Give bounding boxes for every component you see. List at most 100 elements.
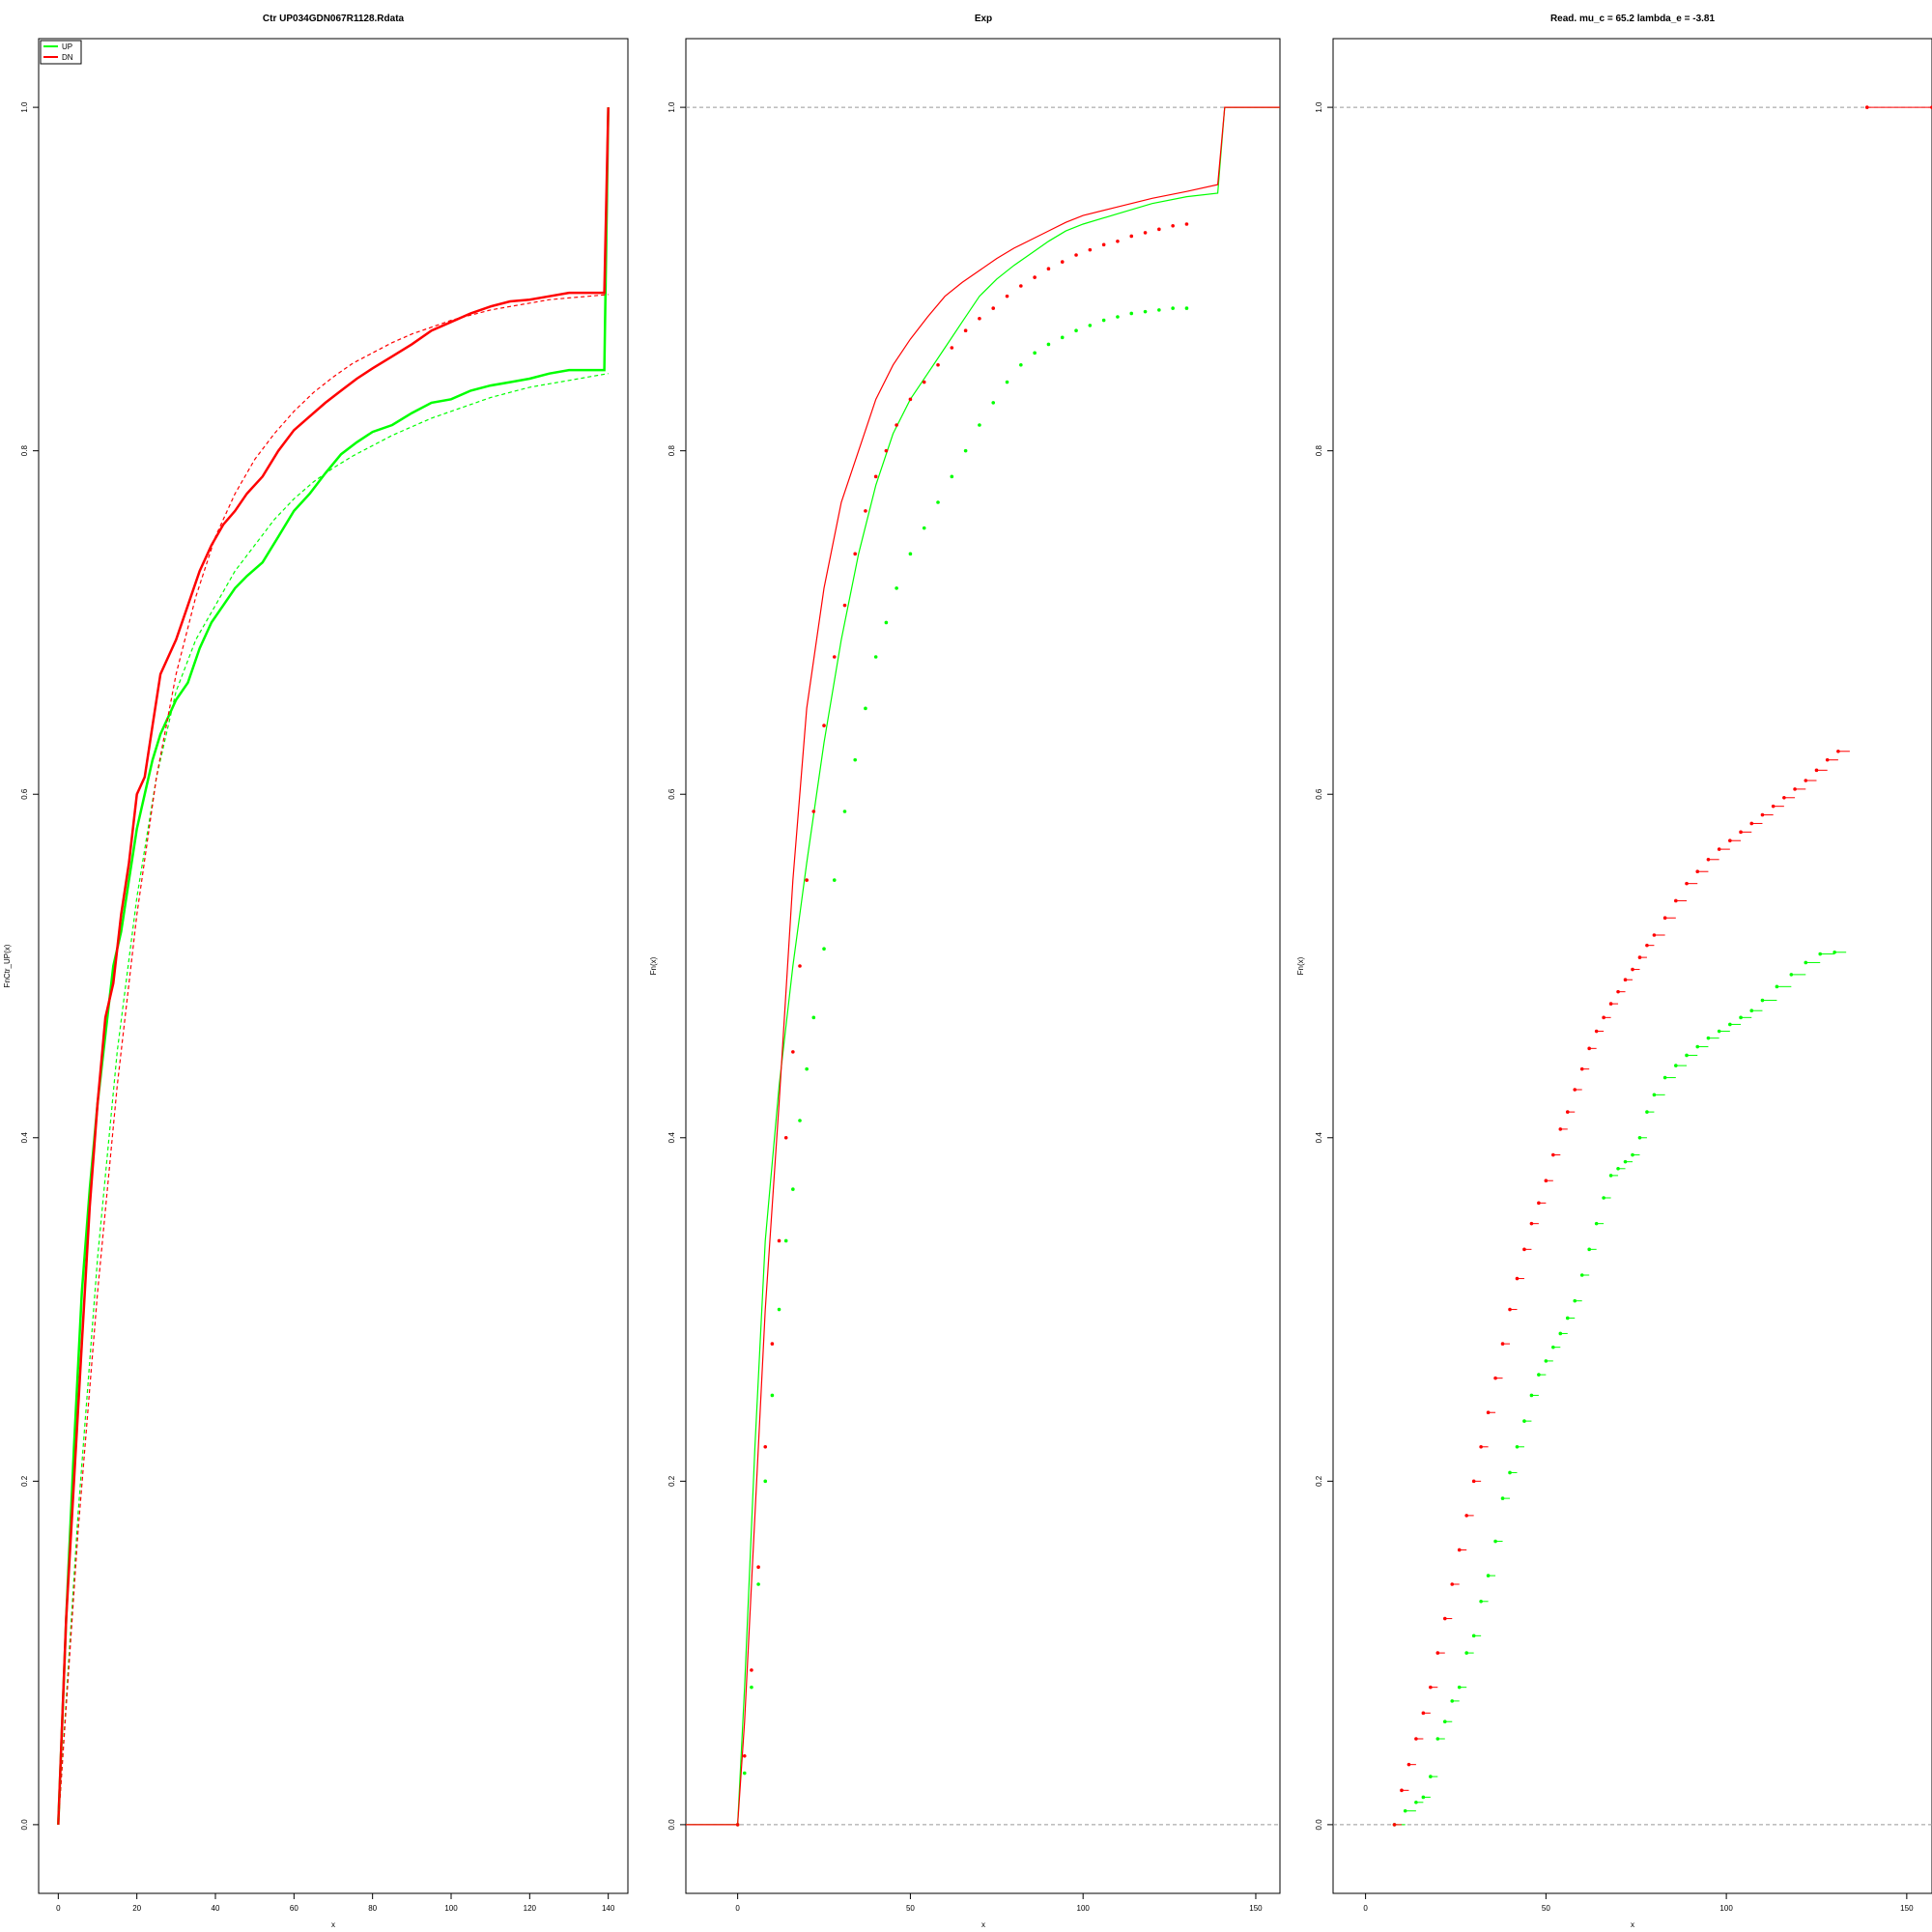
y-tick-label: 0.0 — [1315, 1819, 1323, 1831]
data-point — [735, 1823, 740, 1827]
data-point — [991, 401, 996, 405]
data-point — [1442, 1616, 1447, 1621]
data-point — [791, 1050, 795, 1054]
y-tick-label: 0.6 — [668, 788, 676, 800]
x-tick-label: 50 — [906, 1904, 915, 1913]
data-point — [750, 1685, 753, 1690]
data-point — [798, 1119, 802, 1122]
data-point — [1421, 1711, 1426, 1716]
data-point — [1804, 960, 1808, 965]
data-point — [1515, 1276, 1520, 1281]
y-tick-label: 0.4 — [1315, 1132, 1323, 1144]
data-point — [1392, 1823, 1397, 1827]
legend: UP DN — [40, 40, 82, 65]
data-point — [1749, 821, 1754, 826]
data-point — [1522, 1419, 1526, 1423]
x-tick-label: 80 — [368, 1904, 377, 1913]
data-point — [1450, 1582, 1455, 1586]
data-point — [1706, 857, 1711, 862]
data-point — [1685, 881, 1689, 886]
data-point — [832, 878, 837, 882]
data-point — [1616, 989, 1620, 994]
data-point — [1033, 351, 1037, 355]
panel-read: Read. mu_c = 65.2 lambda_e = -3.81 0 50 10… — [1296, 14, 1932, 1929]
data-point — [1129, 234, 1134, 239]
y-tick-label: 0.2 — [20, 1475, 29, 1487]
data-point — [1184, 222, 1189, 226]
data-point — [1529, 1221, 1534, 1226]
data-point — [1833, 950, 1836, 954]
data-point — [1739, 830, 1743, 835]
data-point — [1551, 1345, 1555, 1350]
data-point — [1587, 1046, 1591, 1051]
data-point — [1775, 984, 1779, 989]
data-point — [1760, 998, 1765, 1003]
data-point — [1143, 231, 1148, 235]
x-tick-label: 100 — [1077, 1904, 1091, 1913]
data-point — [791, 1187, 795, 1191]
data-point — [1825, 757, 1830, 762]
data-point — [1500, 1342, 1505, 1346]
data-point — [1814, 768, 1819, 773]
x-tick-label: 0 — [735, 1904, 740, 1913]
data-point — [1046, 342, 1051, 347]
data-point — [1143, 309, 1148, 314]
data-point — [832, 655, 837, 659]
data-point — [1421, 1795, 1426, 1800]
data-point — [884, 620, 889, 625]
data-point — [742, 1753, 747, 1758]
data-point — [1793, 787, 1797, 791]
data-point — [1544, 1359, 1548, 1363]
data-point — [1406, 1762, 1411, 1767]
data-point — [1652, 933, 1657, 937]
x-tick-label: 140 — [602, 1904, 615, 1913]
data-point — [805, 1066, 809, 1071]
data-point — [978, 316, 981, 321]
data-point — [1508, 1470, 1512, 1475]
data-point — [895, 423, 898, 427]
data-point — [1608, 1002, 1613, 1006]
data-point — [922, 526, 926, 530]
y-tick-label: 0.0 — [668, 1819, 676, 1831]
x-tick-label: 150 — [1249, 1904, 1263, 1913]
data-point — [1579, 1066, 1584, 1071]
y-tick-label: 1.0 — [20, 101, 29, 113]
data-point — [922, 380, 926, 384]
data-point — [1060, 335, 1065, 340]
data-point — [1864, 105, 1869, 109]
series-line-0 — [686, 106, 1280, 1826]
y-tick-label: 0.0 — [20, 1819, 29, 1831]
x-tick-label: 100 — [1719, 1904, 1733, 1913]
data-point — [1631, 967, 1634, 972]
data-point — [1429, 1775, 1433, 1778]
data-point — [1471, 1479, 1476, 1484]
data-point — [750, 1668, 753, 1672]
x-tick-label: 0 — [1363, 1904, 1368, 1913]
data-point — [1442, 1719, 1447, 1724]
panel-read-frame — [1332, 38, 1932, 1894]
data-point — [1033, 275, 1037, 279]
data-point — [1074, 328, 1078, 333]
panel-exp-ylabel: Fn(x) — [649, 956, 658, 975]
data-point — [756, 1582, 760, 1586]
data-point — [1789, 973, 1794, 977]
data-point — [1116, 239, 1120, 243]
data-point — [783, 1135, 788, 1140]
data-point — [1464, 1651, 1468, 1655]
data-point — [1602, 1196, 1605, 1200]
data-point — [884, 448, 889, 453]
data-point — [798, 964, 802, 968]
data-point — [1573, 1088, 1577, 1092]
x-tick-label: 150 — [1900, 1904, 1914, 1913]
data-point — [842, 810, 847, 813]
data-point — [895, 586, 898, 590]
data-point — [1435, 1737, 1440, 1741]
data-point — [1674, 898, 1678, 903]
data-point — [1515, 1444, 1520, 1449]
data-point — [1695, 869, 1700, 874]
data-point — [811, 1015, 816, 1020]
data-point — [1594, 1029, 1599, 1034]
data-point — [1662, 1075, 1667, 1080]
y-tick-label: 0.8 — [668, 445, 676, 457]
data-point — [1674, 1064, 1678, 1067]
